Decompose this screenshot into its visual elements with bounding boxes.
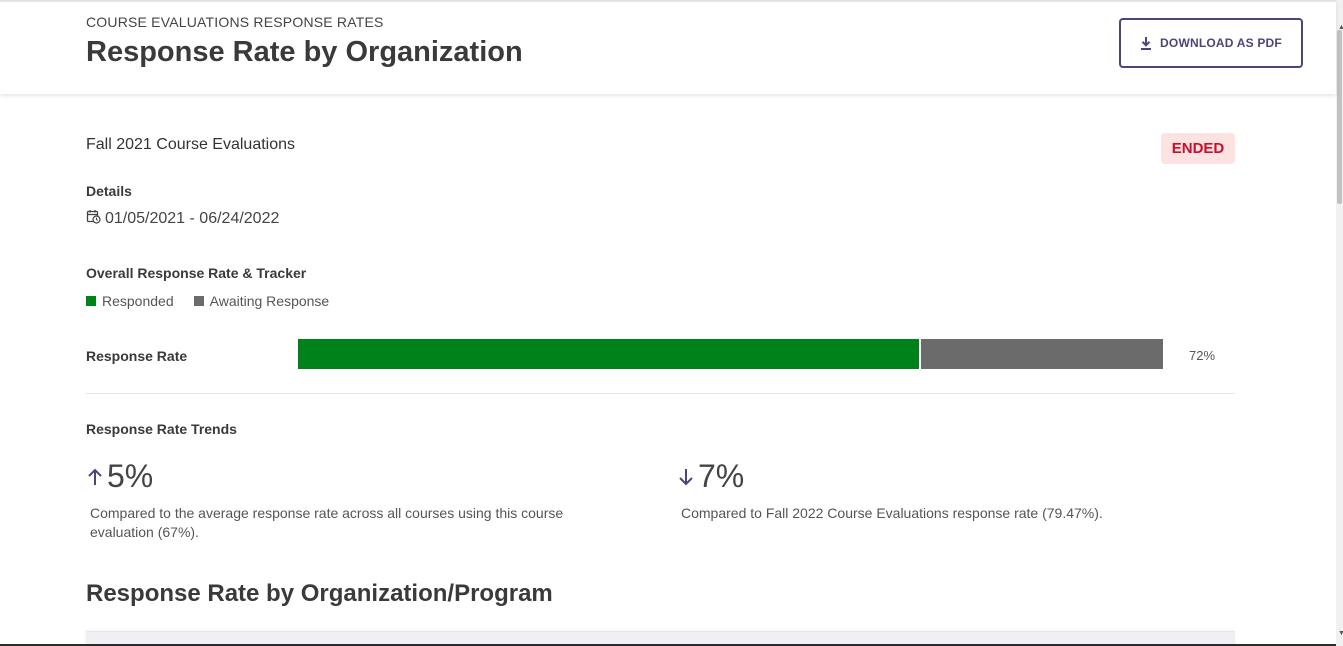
trend-description: Compared to the average response rate ac… xyxy=(90,505,564,540)
response-rate-value: 72% xyxy=(1189,348,1216,363)
legend-swatch-awaiting xyxy=(193,296,204,306)
section-title: Response Rate by Organization/Program xyxy=(86,580,553,607)
arrow-down-icon xyxy=(677,467,695,487)
organization-table-header xyxy=(86,631,1235,646)
download-pdf-label: DOWNLOAD AS PDF xyxy=(1160,36,1282,50)
bar-segment-awaiting xyxy=(921,339,1163,369)
page-header: COURSE EVALUATIONS RESPONSE RATES Respon… xyxy=(0,0,1336,94)
breadcrumb-eyebrow: COURSE EVALUATIONS RESPONSE RATES xyxy=(86,14,384,30)
download-pdf-button[interactable]: DOWNLOAD AS PDF xyxy=(1119,18,1303,68)
trend-value: 5% xyxy=(107,458,154,494)
trends-label: Response Rate Trends xyxy=(86,421,237,437)
legend-item-awaiting: Awaiting Response xyxy=(193,293,330,309)
tracker-legend: Responded Awaiting Response xyxy=(86,293,349,309)
arrow-up-icon xyxy=(86,467,104,487)
bar-segment-responded xyxy=(298,339,919,369)
download-icon xyxy=(1140,36,1152,50)
trend-card-down: 7% Compared to Fall 2022 Course Evaluati… xyxy=(677,458,1217,523)
window-bottom-edge xyxy=(0,644,1336,646)
scrollbar-track[interactable] xyxy=(1336,0,1343,646)
date-range: 01/05/2021 - 06/24/2022 xyxy=(105,210,280,227)
response-rate-bar xyxy=(298,339,1163,369)
trend-value-row: 5% xyxy=(86,458,626,495)
tracker-label: Overall Response Rate & Tracker xyxy=(86,265,307,281)
details-label: Details xyxy=(86,183,132,199)
date-range-row: 01/05/2021 - 06/24/2022 xyxy=(86,209,279,229)
legend-label-awaiting: Awaiting Response xyxy=(209,293,330,309)
divider xyxy=(86,393,1235,394)
legend-label-responded: Responded xyxy=(102,293,174,309)
trend-value: 7% xyxy=(698,458,745,494)
status-badge: ENDED xyxy=(1161,133,1235,164)
legend-item-responded: Responded xyxy=(86,293,174,309)
trend-value-row: 7% xyxy=(677,458,1217,495)
page-title: Response Rate by Organization xyxy=(86,36,523,68)
response-rate-label: Response Rate xyxy=(86,348,188,364)
trend-description: Compared to Fall 2022 Course Evaluations… xyxy=(681,505,1103,521)
trend-card-up: 5% Compared to the average response rate… xyxy=(86,458,626,542)
bar-segment-gap xyxy=(919,339,921,369)
scroll-up-icon[interactable]: ▲ xyxy=(1338,24,1343,31)
legend-swatch-responded xyxy=(86,296,96,306)
evaluation-name: Fall 2021 Course Evaluations xyxy=(86,136,296,153)
scroll-down-icon[interactable]: ▼ xyxy=(1338,630,1343,637)
scrollbar-thumb[interactable] xyxy=(1337,30,1342,204)
calendar-clock-icon xyxy=(86,209,101,229)
